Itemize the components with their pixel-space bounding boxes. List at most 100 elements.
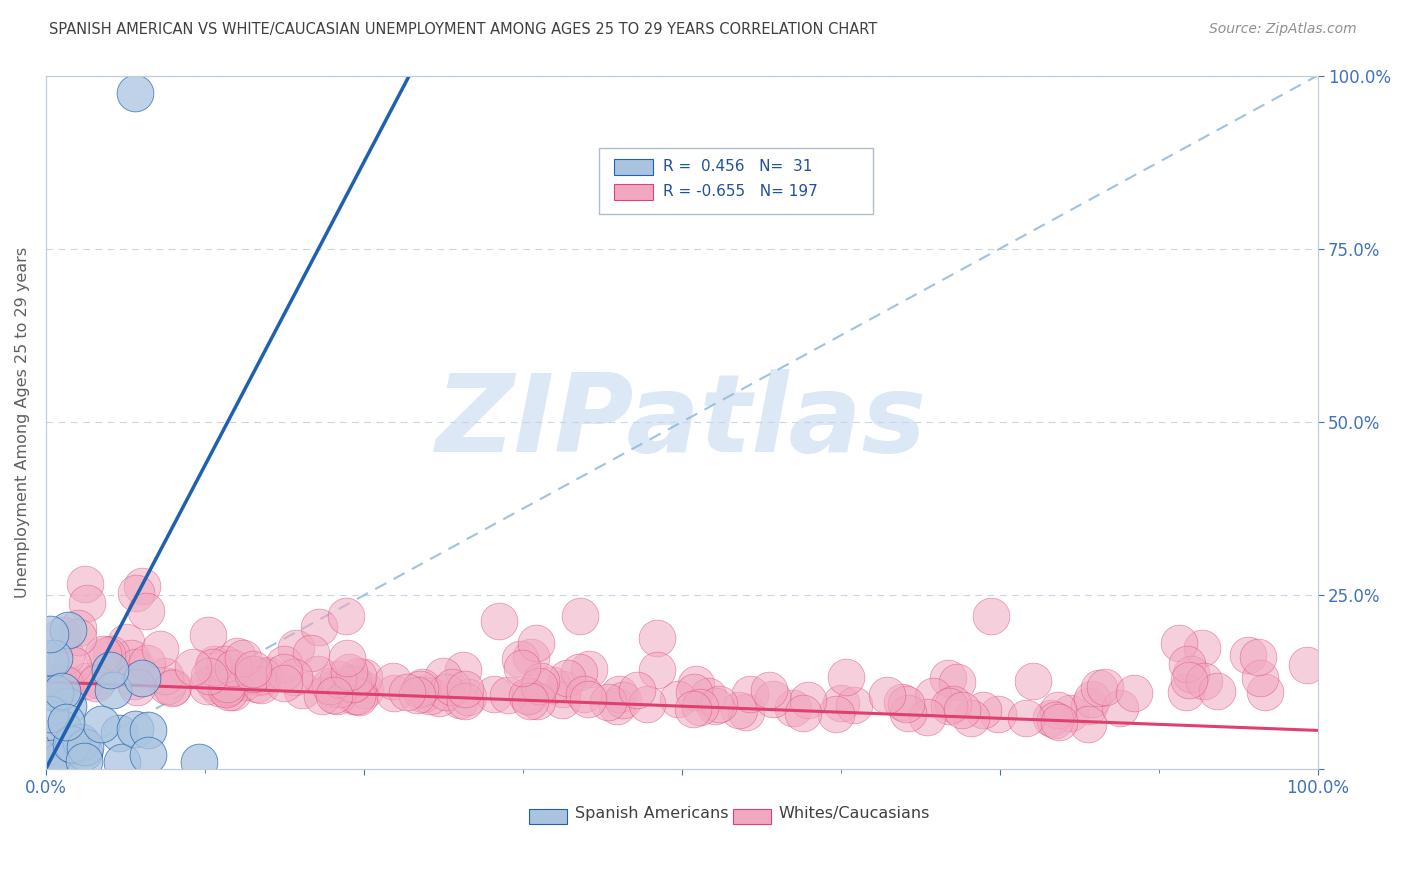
Point [55,715,77,730]
Point [727,703,749,717]
Point [972,703,994,717]
Point [876,688,898,702]
Point [217,680,239,694]
Point [73,739,96,754]
Point [38,654,60,668]
Bar [529,809,568,824]
Point [1040,711,1063,725]
Point [519,694,541,708]
Point [257,668,280,682]
Point [517,689,540,703]
Point [666,692,689,706]
Point [825,707,848,722]
Point [1123,686,1146,700]
Point [1021,673,1043,688]
Point [38,627,60,641]
Point [56,623,79,637]
Point [987,707,1010,722]
Point [1087,681,1109,695]
Point [53,677,76,691]
Point [1046,702,1069,716]
Point [844,698,866,712]
Point [942,697,965,711]
Point [980,609,1002,624]
Point [960,711,983,725]
Point [598,695,620,709]
Point [55,648,77,663]
Point [685,676,707,690]
Point [195,679,218,693]
Point [73,745,96,759]
Point [197,628,219,642]
Point [354,683,377,698]
Point [936,671,959,685]
Point [891,695,914,709]
Point [569,609,592,624]
Point [496,688,519,702]
Point [242,667,264,681]
Point [796,692,818,706]
Point [1246,649,1268,664]
Point [734,705,756,719]
Point [44,686,66,700]
Point [124,86,146,100]
Point [284,641,307,656]
Point [707,697,730,711]
Point [396,685,419,699]
Point [950,703,973,717]
Point [307,666,329,681]
Point [218,670,240,684]
Point [340,677,363,691]
Point [73,754,96,768]
Point [434,685,457,699]
Point [1081,691,1104,706]
Point [232,651,254,665]
Point [762,692,785,706]
Point [342,690,364,704]
Point [938,699,960,714]
Point [101,682,124,697]
Point [1047,714,1070,729]
Point [1249,671,1271,685]
Point [704,698,727,713]
Point [454,694,477,708]
Point [111,755,134,769]
Point [645,664,668,678]
Point [347,669,370,683]
Point [181,659,204,673]
Point [946,675,969,690]
Point [1078,698,1101,713]
Point [343,675,366,690]
Point [682,702,704,716]
Point [75,674,97,689]
Point [427,690,450,705]
Bar [614,160,652,175]
Point [60,737,83,751]
Point [56,699,79,714]
Point [98,663,121,677]
Y-axis label: Unemployment Among Ages 25 to 29 years: Unemployment Among Ages 25 to 29 years [15,246,30,598]
Point [440,680,463,694]
Point [482,687,505,701]
Point [758,683,780,698]
Point [162,680,184,694]
Point [449,693,471,707]
Point [342,677,364,691]
Point [921,689,943,703]
Point [738,687,761,701]
Point [127,680,149,694]
Point [917,710,939,724]
Point [96,648,118,662]
Point [1059,706,1081,720]
Point [683,685,706,699]
Bar [614,185,652,200]
Point [645,632,668,646]
Point [1254,684,1277,698]
Point [578,662,600,676]
Point [607,688,630,702]
Point [1180,667,1202,681]
Point [418,689,440,703]
Point [1077,717,1099,731]
Text: R = -0.655   N= 197: R = -0.655 N= 197 [662,185,817,200]
Point [526,694,548,708]
